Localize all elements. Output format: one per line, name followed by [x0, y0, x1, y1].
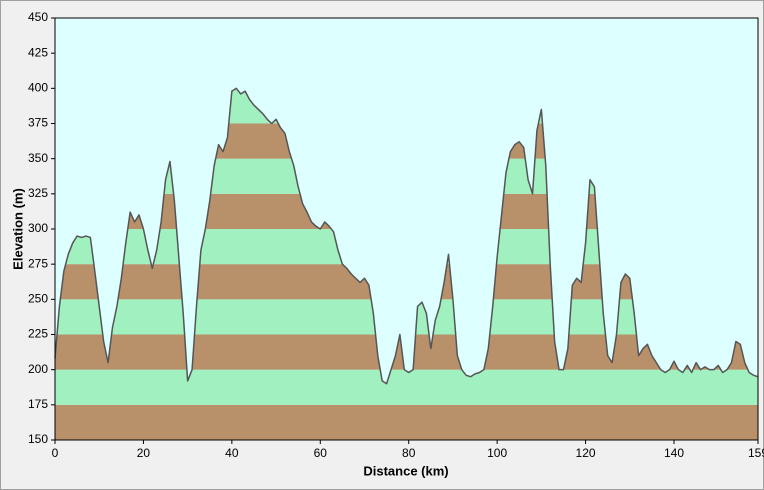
x-tick-label: 80	[402, 446, 416, 460]
x-axis-label: Distance (km)	[363, 463, 448, 478]
x-tick-label: 20	[137, 446, 151, 460]
x-tick-label: 100	[487, 446, 507, 460]
y-tick-label: 300	[28, 221, 48, 235]
elevation-band	[55, 369, 758, 405]
y-tick-label: 375	[28, 116, 48, 130]
y-tick-label: 150	[28, 432, 48, 446]
x-tick-label: 60	[314, 446, 328, 460]
y-axis-label: Elevation (m)	[10, 188, 25, 270]
x-tick-label: 120	[576, 446, 596, 460]
y-tick-label: 250	[28, 292, 48, 306]
y-tick-label: 450	[28, 10, 48, 24]
y-tick-label: 350	[28, 151, 48, 165]
y-tick-label: 200	[28, 362, 48, 376]
y-tick-label: 225	[28, 327, 48, 341]
x-tick-label: 140	[664, 446, 684, 460]
y-tick-label: 400	[28, 81, 48, 95]
elevation-line	[54, 87, 759, 385]
y-tick-label: 325	[28, 186, 48, 200]
y-tick-label: 175	[28, 397, 48, 411]
x-tick-label: 40	[225, 446, 239, 460]
elevation-band	[55, 404, 758, 440]
y-tick-label: 275	[28, 256, 48, 270]
x-tick-label: 0	[52, 446, 59, 460]
x-tick-label: 159	[748, 446, 764, 460]
y-tick-label: 425	[28, 45, 48, 59]
